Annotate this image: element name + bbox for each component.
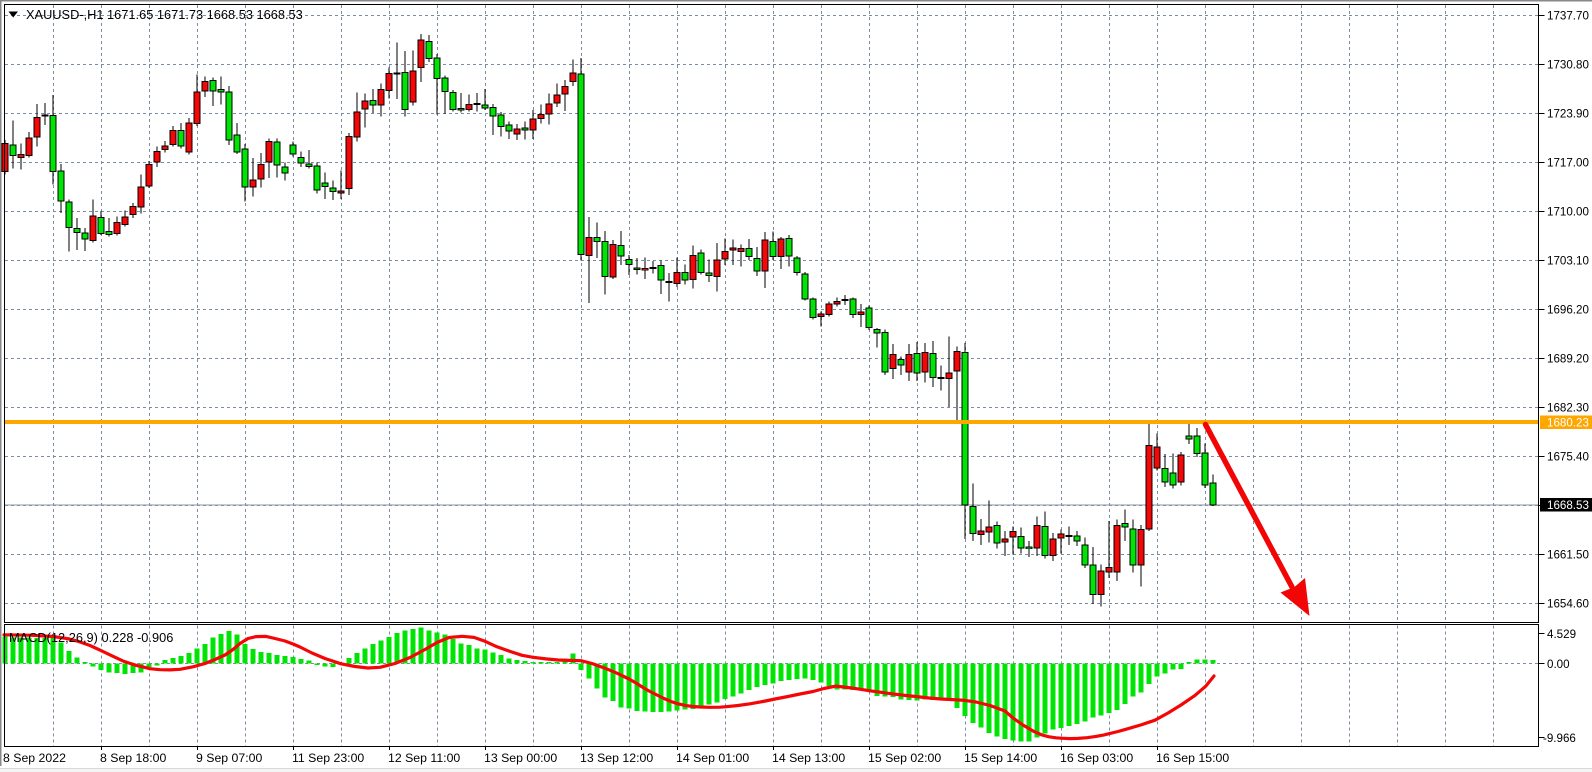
svg-text:1675.40: 1675.40 (1547, 451, 1589, 464)
svg-text:1730.80: 1730.80 (1547, 59, 1589, 72)
svg-text:0.00: 0.00 (1547, 658, 1570, 671)
svg-text:15 Sep 02:00: 15 Sep 02:00 (868, 751, 941, 765)
svg-text:1737.70: 1737.70 (1547, 10, 1589, 23)
svg-text:11 Sep 23:00: 11 Sep 23:00 (292, 751, 364, 765)
svg-text:13 Sep 00:00: 13 Sep 00:00 (484, 751, 557, 765)
svg-text:14 Sep 01:00: 14 Sep 01:00 (676, 751, 749, 765)
svg-text:8 Sep 18:00: 8 Sep 18:00 (100, 751, 166, 765)
svg-text:15 Sep 14:00: 15 Sep 14:00 (964, 751, 1037, 765)
svg-text:9 Sep 07:00: 9 Sep 07:00 (196, 751, 262, 765)
svg-text:16 Sep 03:00: 16 Sep 03:00 (1060, 751, 1133, 765)
svg-text:-9.966: -9.966 (1543, 732, 1576, 745)
svg-text:1680.23: 1680.23 (1547, 417, 1589, 430)
svg-text:1682.30: 1682.30 (1547, 402, 1589, 415)
svg-text:1689.20: 1689.20 (1547, 353, 1589, 366)
svg-text:1703.10: 1703.10 (1547, 255, 1589, 268)
svg-text:XAUUSD-,H1 1671.65 1671.73 16: XAUUSD-,H1 1671.65 1671.73 1668.53 1668.… (26, 7, 303, 22)
svg-text:4.529: 4.529 (1547, 628, 1576, 641)
svg-text:16 Sep 15:00: 16 Sep 15:00 (1156, 751, 1229, 765)
svg-text:14 Sep 13:00: 14 Sep 13:00 (772, 751, 845, 765)
svg-text:12 Sep 11:00: 12 Sep 11:00 (388, 751, 460, 765)
svg-text:1661.50: 1661.50 (1547, 549, 1589, 562)
svg-text:1696.20: 1696.20 (1547, 304, 1589, 317)
svg-text:1710.00: 1710.00 (1547, 206, 1589, 219)
svg-text:13 Sep 12:00: 13 Sep 12:00 (580, 751, 653, 765)
svg-text:MACD(12,26,9) 0.228 -0.906: MACD(12,26,9) 0.228 -0.906 (9, 630, 173, 645)
svg-text:1668.53: 1668.53 (1547, 499, 1589, 512)
svg-text:1717.00: 1717.00 (1547, 157, 1589, 170)
svg-text:8 Sep 2022: 8 Sep 2022 (3, 751, 66, 765)
svg-text:1654.60: 1654.60 (1547, 598, 1589, 611)
svg-text:1723.90: 1723.90 (1547, 108, 1589, 121)
